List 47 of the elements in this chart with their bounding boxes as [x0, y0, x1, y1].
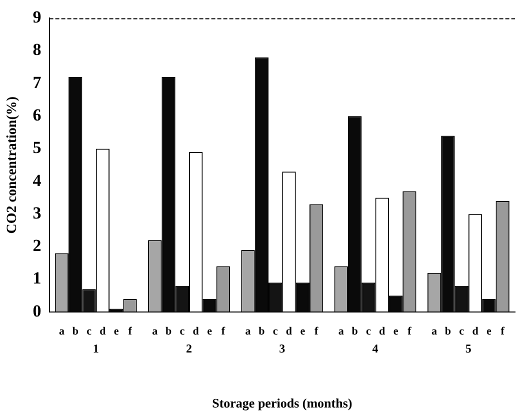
text: d — [286, 325, 292, 338]
text: a — [338, 325, 344, 338]
x-tick-label: 2 — [186, 341, 192, 356]
y-tick-label: 5 — [32, 138, 42, 158]
series-label: a — [58, 325, 65, 338]
y-tick-label: 2 — [32, 236, 42, 256]
series-label: d — [100, 325, 106, 338]
text: f — [500, 325, 504, 338]
text: b — [444, 325, 451, 338]
text: c — [459, 325, 464, 338]
y-axis-title: CO2 concentration(%) — [5, 96, 20, 234]
text: c — [272, 325, 278, 338]
text: a — [432, 325, 438, 338]
text: c — [180, 325, 185, 338]
y-tick-label: 6 — [32, 106, 42, 125]
text: f — [314, 325, 318, 338]
text: e — [393, 325, 398, 338]
text: b — [258, 325, 265, 338]
text: f — [408, 325, 412, 338]
y-tick-label: 7 — [32, 72, 42, 92]
y-tick-label: 1 — [32, 268, 42, 288]
x-tick-label: 4 — [372, 341, 378, 356]
text: e — [486, 325, 492, 338]
x-axis-title: Storage periods (months) — [212, 396, 352, 411]
series-label: c — [86, 325, 92, 338]
x-tick-label: 5 — [465, 341, 472, 356]
x-tick-label: 3 — [279, 341, 286, 356]
text: b — [165, 325, 172, 338]
y-tick-label: 9 — [32, 8, 42, 27]
text: d — [192, 325, 199, 338]
series-label: f — [128, 325, 132, 338]
text: d — [379, 325, 386, 338]
text: a — [245, 325, 251, 338]
text: e — [207, 325, 212, 338]
y-tick-label: 3 — [32, 203, 42, 222]
y-tick-label: 4 — [32, 170, 42, 190]
series-label: e — [114, 325, 119, 338]
x-tick-label: 1 — [92, 341, 99, 356]
text: a — [152, 325, 158, 338]
text: d — [472, 325, 478, 338]
y-tick-label: 0 — [32, 301, 42, 320]
text: e — [300, 325, 306, 338]
y-tick-label: 8 — [32, 40, 42, 60]
series-label: b — [72, 325, 78, 338]
text: c — [366, 325, 371, 338]
text: b — [352, 325, 358, 338]
text: f — [221, 325, 225, 338]
